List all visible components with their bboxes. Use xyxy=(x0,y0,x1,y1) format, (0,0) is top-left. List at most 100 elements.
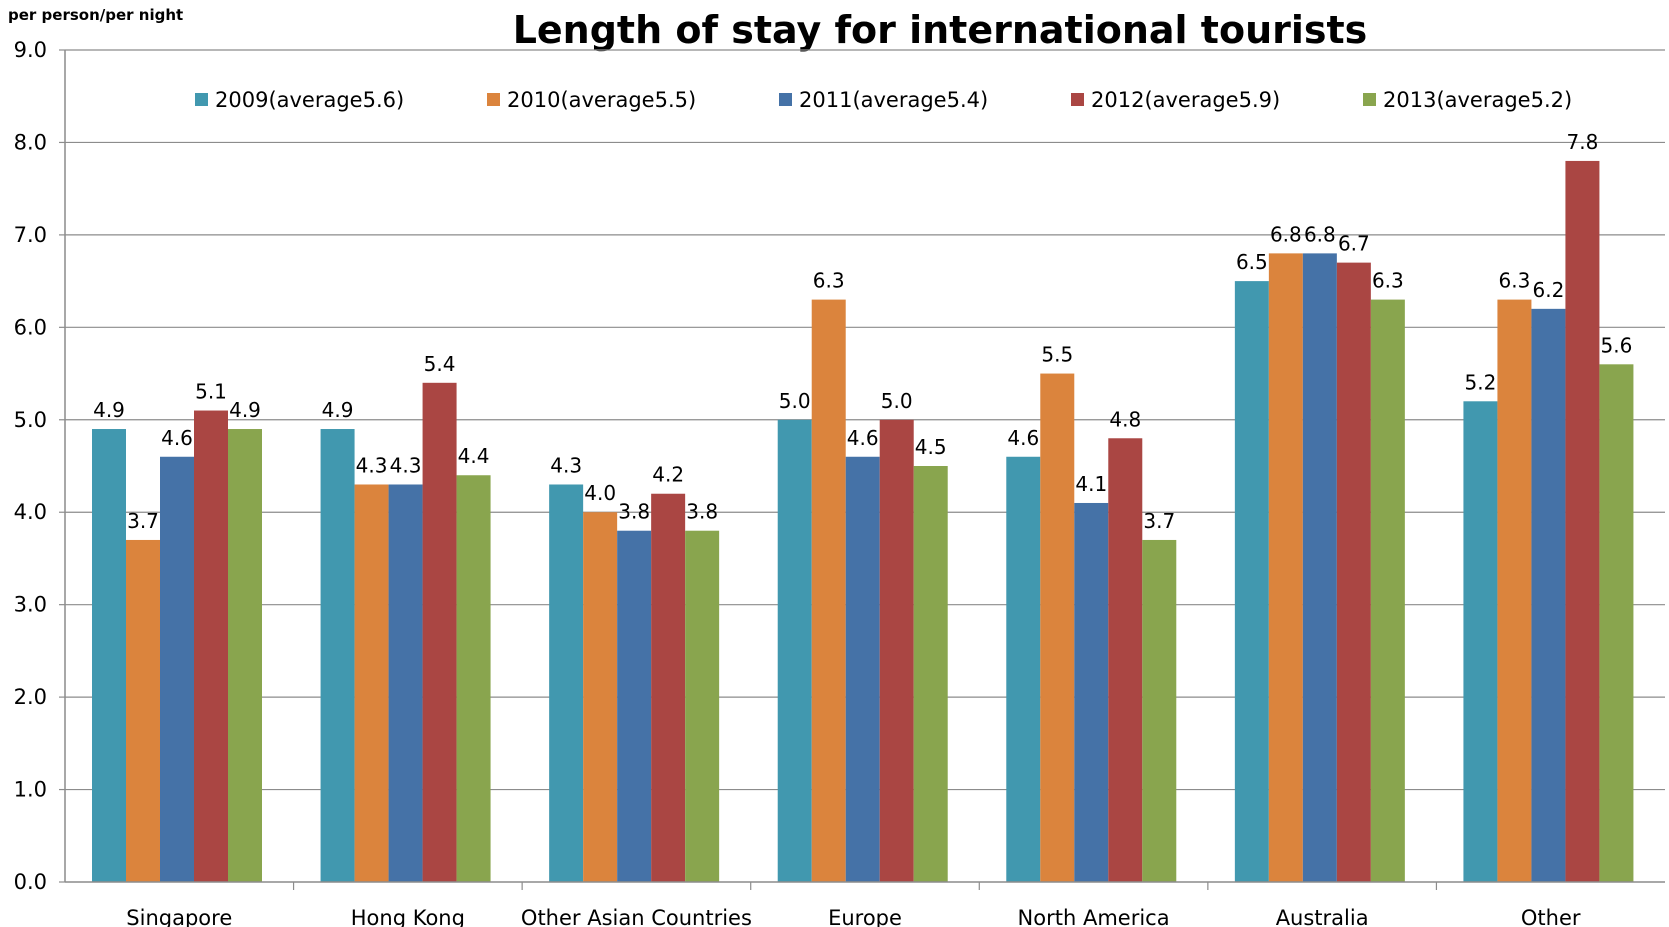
bar xyxy=(913,466,948,882)
bar-value-label: 4.6 xyxy=(161,426,193,450)
bar-value-label: 3.7 xyxy=(1143,509,1175,533)
bar xyxy=(1370,299,1405,883)
bar xyxy=(354,484,389,882)
x-category-label: Hong Kong xyxy=(351,906,465,927)
bar-value-label: 3.8 xyxy=(686,500,718,524)
bar xyxy=(1142,539,1177,882)
bar-value-label: 3.8 xyxy=(618,500,650,524)
bar xyxy=(777,419,812,882)
bar-value-label: 5.4 xyxy=(424,352,456,376)
bar xyxy=(1531,308,1566,882)
x-category-label: Other Asian Countries xyxy=(521,906,752,927)
bar-value-label: 4.9 xyxy=(229,398,261,422)
y-axis-ticks: 0.0 1.0 2.0 3.0 4.0 5.0 6.0 7.0 8.0 9.0 xyxy=(14,38,65,894)
legend-swatch xyxy=(1363,93,1376,106)
bars xyxy=(92,160,1634,883)
x-category-label: Singapore xyxy=(126,906,232,927)
bar xyxy=(92,429,126,882)
bar xyxy=(1108,438,1143,882)
bar-value-label: 4.4 xyxy=(458,444,490,468)
legend-entry: 2010(average5.5) xyxy=(507,88,696,112)
y-tick-label: 8.0 xyxy=(14,130,47,154)
bar-value-label: 6.2 xyxy=(1533,278,1565,302)
bar-value-label: 5.0 xyxy=(779,389,811,413)
bar xyxy=(1463,401,1498,882)
bar xyxy=(1497,299,1532,883)
bar-value-label: 6.8 xyxy=(1270,222,1302,246)
bar-value-label: 5.1 xyxy=(195,380,227,404)
bar xyxy=(1302,253,1337,882)
bar-value-label: 6.3 xyxy=(1372,269,1404,293)
bar-value-label: 6.7 xyxy=(1338,232,1370,256)
bar xyxy=(194,410,228,882)
bar xyxy=(126,539,160,882)
bar-value-label: 4.9 xyxy=(93,398,125,422)
bar xyxy=(811,299,846,883)
y-tick-label: 1.0 xyxy=(14,778,47,802)
x-category-label: Other xyxy=(1521,906,1581,927)
legend-swatch xyxy=(195,93,208,106)
bar xyxy=(845,456,880,882)
bar xyxy=(422,382,457,882)
bar-value-label: 4.6 xyxy=(1007,426,1039,450)
bar xyxy=(1565,160,1600,882)
bar-value-label: 4.1 xyxy=(1075,472,1107,496)
bar xyxy=(388,484,423,882)
bar-value-label: 4.2 xyxy=(652,463,684,487)
bar-value-label: 3.7 xyxy=(127,509,159,533)
legend-entry: 2013(average5.2) xyxy=(1383,88,1572,112)
bar xyxy=(583,512,618,882)
bar xyxy=(617,530,652,882)
bar xyxy=(1234,281,1269,883)
bar-value-label: 4.0 xyxy=(584,481,616,505)
bar-value-label: 4.8 xyxy=(1109,407,1141,431)
y-tick-label: 6.0 xyxy=(14,315,47,339)
axes xyxy=(64,50,1665,890)
bar xyxy=(160,456,194,882)
x-category-label: Europe xyxy=(828,906,902,927)
bar-value-label: 6.5 xyxy=(1236,250,1268,274)
y-axis-unit-label: per person/per night xyxy=(8,6,183,24)
y-tick-label: 5.0 xyxy=(14,408,47,432)
bar xyxy=(1268,253,1303,882)
bar-value-label: 5.6 xyxy=(1601,333,1633,357)
legend-swatch xyxy=(487,93,500,106)
bar-value-label: 7.8 xyxy=(1567,130,1599,154)
bar-value-label: 4.9 xyxy=(322,398,354,422)
bar xyxy=(549,484,584,882)
y-tick-label: 2.0 xyxy=(14,685,47,709)
bar xyxy=(1336,262,1371,883)
bar-value-label: 4.3 xyxy=(550,453,582,477)
bar-value-label: 4.6 xyxy=(847,426,879,450)
bar xyxy=(879,419,914,882)
y-tick-label: 3.0 xyxy=(14,593,47,617)
chart-title: Length of stay for international tourist… xyxy=(513,8,1368,52)
bar-value-label: 5.0 xyxy=(881,389,913,413)
bar xyxy=(1599,364,1634,882)
legend-entry: 2012(average5.9) xyxy=(1091,88,1280,112)
bar xyxy=(1074,502,1109,882)
bar xyxy=(1040,373,1075,882)
bar-value-label: 4.5 xyxy=(915,435,947,459)
bar xyxy=(651,493,686,882)
x-category-label: North America xyxy=(1018,906,1170,927)
y-tick-label: 9.0 xyxy=(14,38,47,62)
bar-value-label: 5.2 xyxy=(1465,370,1497,394)
legend-entry: 2009(average5.6) xyxy=(215,88,404,112)
bar-value-label: 4.3 xyxy=(390,453,422,477)
bar-value-label: 6.3 xyxy=(813,269,845,293)
y-tick-label: 7.0 xyxy=(14,223,47,247)
data-labels: 4.93.74.65.14.9 4.94.3 4.35.44.4 4.34.03.84… xyxy=(93,130,1632,533)
legend-swatch xyxy=(1071,93,1084,106)
bar-value-label: 6.8 xyxy=(1304,222,1336,246)
bar-value-label: 6.3 xyxy=(1499,269,1531,293)
y-tick-label: 0.0 xyxy=(14,870,47,894)
legend: 2009(average5.6) 2010(average5.5) 2011(ave… xyxy=(195,88,1572,112)
bar xyxy=(685,530,720,882)
bar-value-label: 4.3 xyxy=(356,453,388,477)
legend-entry: 2011(average5.4) xyxy=(799,88,988,112)
bar xyxy=(1006,456,1041,882)
x-category-label: Australia xyxy=(1276,906,1369,927)
bar-value-label: 5.5 xyxy=(1041,343,1073,367)
